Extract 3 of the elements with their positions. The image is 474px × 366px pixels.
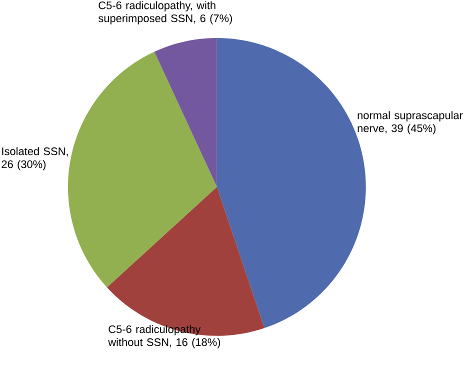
slice-label: C5-6 radiculopathy, with superimposed SSN, 6 (7%) [98,1,232,24]
slice-label: normal suprascapular nerve, 39 (45%) [358,111,463,134]
slice-label: Isolated SSN, 26 (30%) [2,147,68,170]
